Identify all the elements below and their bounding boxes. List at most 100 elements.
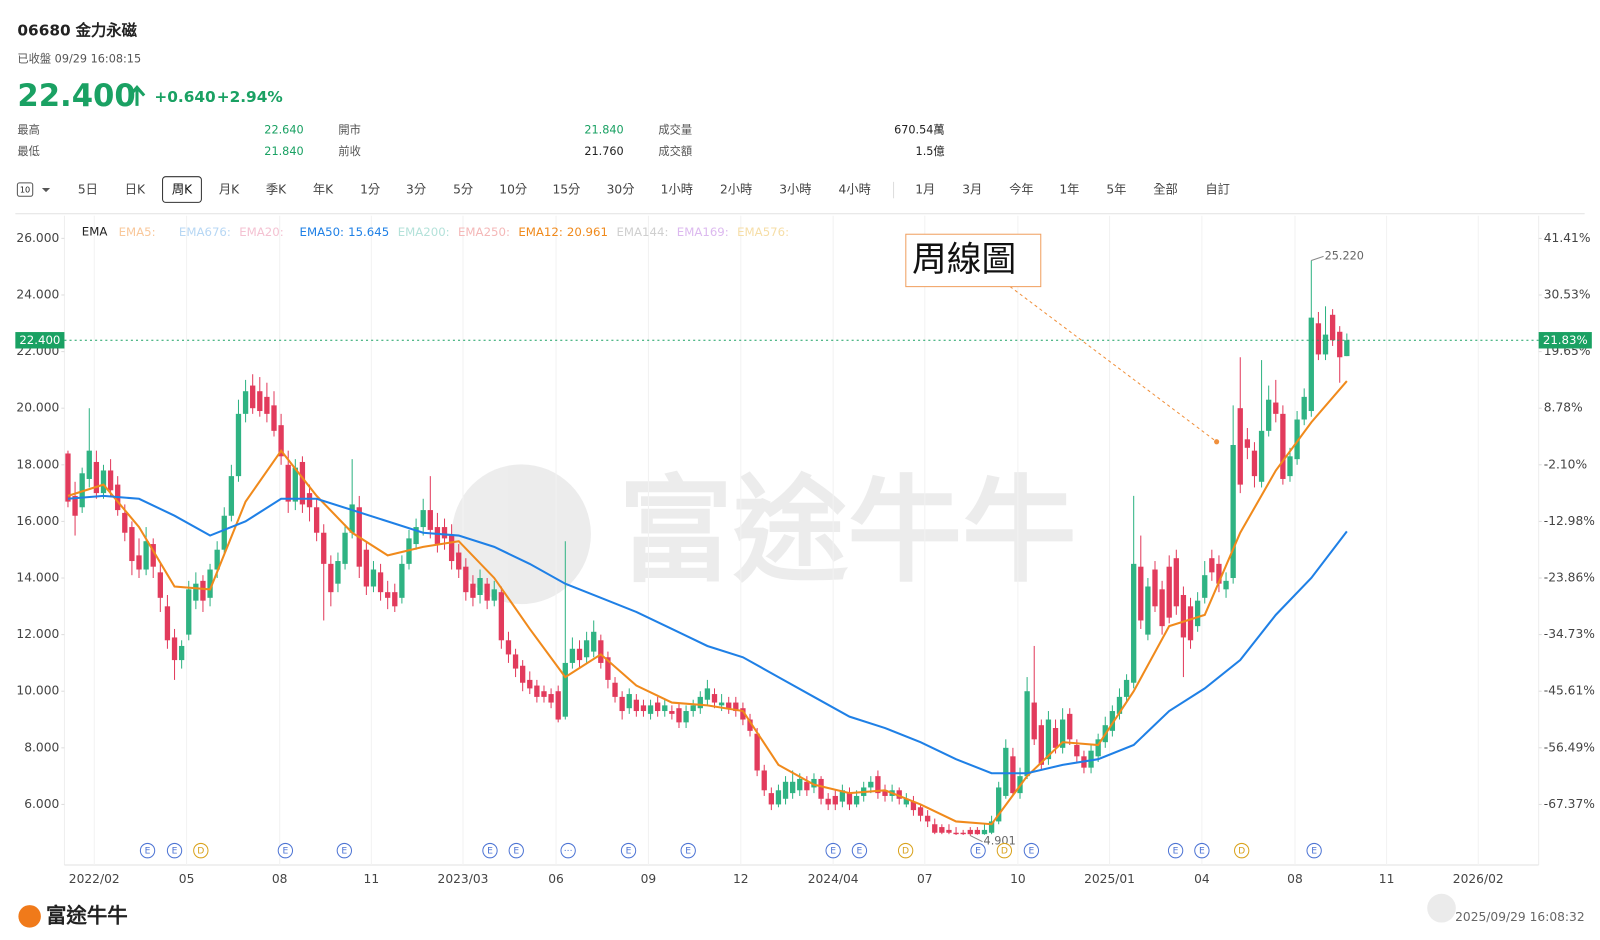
legend-entry[interactable]: EMA169: <box>677 225 729 239</box>
period-tab[interactable]: 季K <box>266 183 287 197</box>
event-marker[interactable] <box>970 842 986 859</box>
event-label: E <box>1028 846 1034 857</box>
candle-body <box>107 470 114 491</box>
legend-name: EMA5: <box>119 225 156 239</box>
candle-body <box>72 495 78 516</box>
event-label: E <box>172 846 178 857</box>
event-marker[interactable] <box>560 842 576 859</box>
period-tab[interactable]: 30分 <box>607 183 635 197</box>
legend-entry[interactable]: EMA144: <box>616 225 668 239</box>
candle-body <box>1152 569 1158 607</box>
period-tab[interactable]: 3分 <box>406 183 426 197</box>
candle-body <box>505 640 512 655</box>
event-marker[interactable] <box>166 842 183 859</box>
candle-body <box>548 694 554 703</box>
range-tab[interactable]: 3月 <box>962 183 982 197</box>
range-tab[interactable]: 5年 <box>1106 183 1126 197</box>
event-marker[interactable] <box>851 842 868 859</box>
x-tick-label: 2025/01 <box>1084 872 1135 886</box>
candle-body <box>1344 340 1350 357</box>
event-marker[interactable] <box>277 842 294 859</box>
period-tab[interactable]: 2小時 <box>720 183 752 197</box>
legend-entry[interactable]: EMA50: 15.645 <box>300 225 390 239</box>
candle-body <box>718 702 725 706</box>
range-tab[interactable]: 1月 <box>915 183 935 197</box>
legend-entry[interactable]: EMA250: <box>458 225 510 239</box>
y2-tick-label: -56.49% <box>1544 740 1595 754</box>
legend-entry[interactable]: EMA5: <box>119 225 156 239</box>
range-tab[interactable]: 1年 <box>1059 183 1079 197</box>
event-marker[interactable] <box>897 842 914 859</box>
event-marker[interactable] <box>336 842 353 859</box>
plot-area: 2022/02 05 08 11 2023/03 06 09 12 2024/04 07 10 202… <box>15 215 1595 886</box>
range-tab[interactable]: 今年 <box>1009 182 1034 197</box>
candle-body <box>157 572 163 598</box>
event-marker[interactable] <box>508 842 524 859</box>
event-marker[interactable] <box>1023 842 1040 859</box>
candle-body <box>420 510 426 528</box>
candle-body <box>1166 566 1172 618</box>
period-tab[interactable]: 15分 <box>552 183 580 197</box>
candle-body <box>242 391 249 414</box>
legend-entry[interactable]: EMA200: <box>398 225 450 239</box>
legend-entry[interactable]: EMA676: <box>179 225 231 239</box>
range-tab[interactable]: 自訂 <box>1205 182 1230 197</box>
event-marker[interactable] <box>193 842 209 859</box>
candle-body <box>448 535 455 562</box>
event-label: E <box>1199 846 1205 857</box>
event-marker[interactable] <box>1234 842 1250 859</box>
last-price: 22.400 <box>17 78 135 114</box>
event-marker[interactable] <box>996 842 1013 859</box>
period-tab[interactable]: 3小時 <box>779 183 811 197</box>
period-tab[interactable]: 日K <box>125 183 146 197</box>
candle-body <box>1237 408 1243 485</box>
event-marker[interactable] <box>1194 842 1210 859</box>
indicator-icon[interactable] <box>16 182 34 197</box>
event-marker[interactable] <box>1167 842 1184 859</box>
period-tab[interactable]: 4小時 <box>839 183 871 197</box>
candle-body <box>761 770 767 791</box>
period-tab[interactable]: 10分 <box>499 183 527 197</box>
candle-body <box>520 665 526 683</box>
stat-label: 前收 <box>338 144 360 158</box>
event-marker[interactable] <box>680 842 696 859</box>
candle-body <box>910 801 917 811</box>
y2-tick-label: -45.61% <box>1544 684 1595 698</box>
annotation-box <box>905 233 1042 288</box>
period-tab[interactable]: 1小時 <box>661 183 693 197</box>
candle-body <box>818 778 824 799</box>
range-tab[interactable]: 全部 <box>1153 182 1178 197</box>
candle-body <box>1202 575 1208 598</box>
candle-body <box>1301 396 1307 420</box>
last-pct-tag <box>1538 332 1592 349</box>
period-tab[interactable]: 年K <box>313 183 334 197</box>
candle-body <box>1280 413 1286 479</box>
candle-body <box>832 795 838 805</box>
candle-body <box>1216 563 1222 584</box>
event-marker[interactable] <box>482 842 498 859</box>
period-tab[interactable]: 5日 <box>78 183 98 197</box>
period-tab[interactable]: 周K <box>172 183 193 197</box>
period-tab[interactable]: 1分 <box>360 183 380 197</box>
dropdown-caret[interactable] <box>41 188 51 193</box>
y2-tick-label: -12.98% <box>1544 514 1595 528</box>
period-tab[interactable]: 5分 <box>453 183 473 197</box>
legend-entry[interactable]: EMA576: <box>737 225 789 239</box>
event-marker[interactable] <box>825 842 841 859</box>
candle-body <box>427 510 433 530</box>
legend-entry[interactable]: EMA12: 20.961 <box>518 225 608 239</box>
candle-body <box>981 829 988 835</box>
y-tick-label: 8.000 <box>24 740 59 754</box>
candle-body <box>136 555 142 570</box>
legend-name: EMA12: <box>518 225 562 239</box>
brand-name: 富途牛牛 <box>46 903 128 927</box>
event-marker[interactable] <box>139 842 156 859</box>
event-marker[interactable] <box>1306 842 1322 859</box>
legend-entry[interactable]: EMA20: <box>239 225 283 239</box>
period-tab[interactable]: 月K <box>219 183 240 197</box>
event-marker[interactable] <box>620 842 637 859</box>
candle-body <box>576 648 583 661</box>
candle-body <box>1074 745 1080 757</box>
candle-body <box>178 645 185 661</box>
candle-body <box>1194 600 1201 627</box>
